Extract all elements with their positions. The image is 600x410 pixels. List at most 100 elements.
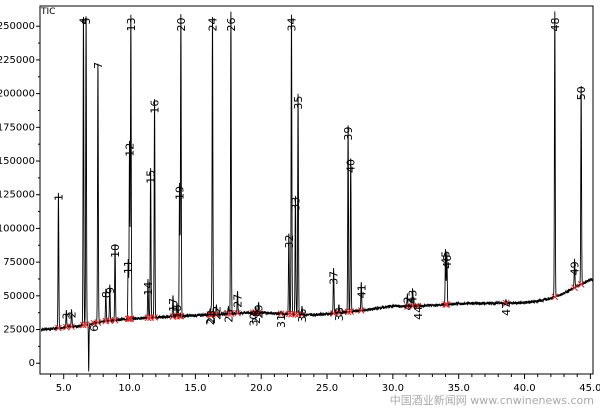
integration-mark	[502, 299, 510, 307]
peak-label: 42	[401, 296, 414, 310]
peak-label: 39	[342, 127, 355, 141]
tic-label: TIC	[40, 7, 55, 17]
integration-mark	[68, 323, 75, 331]
integration-mark	[126, 315, 133, 323]
peak-label: 37	[328, 271, 341, 285]
integration-mark	[571, 284, 578, 292]
peak-label: 19	[174, 186, 187, 200]
y-tick-label: 25000	[3, 325, 35, 336]
y-tick-label: 225000	[0, 55, 35, 66]
peak-label: 6	[88, 325, 101, 332]
integration-mark	[111, 316, 119, 324]
peak-label: 3	[60, 313, 73, 320]
peak-label: 13	[125, 17, 138, 31]
peak-label: 18	[171, 305, 184, 319]
integration-mark	[249, 309, 257, 317]
integration-mark	[285, 310, 293, 318]
peak-label: 12	[124, 143, 137, 157]
peak-label: 20	[175, 17, 188, 31]
integration-mark	[144, 314, 152, 322]
peak-label: 7	[92, 62, 105, 69]
x-tick-label: 45.0	[579, 383, 600, 394]
integration-mark	[94, 319, 102, 326]
peak-label: 26	[225, 17, 238, 31]
y-tick-label: 50000	[3, 291, 35, 302]
y-tick-label: 175000	[0, 122, 35, 133]
x-tick-label: 10.0	[118, 383, 140, 394]
x-tick-label: 15.0	[184, 383, 206, 394]
integration-mark	[234, 309, 241, 317]
y-tick-label: 0	[29, 358, 35, 369]
peak-label: 44	[412, 306, 425, 320]
integration-mark	[344, 308, 352, 316]
peak-label: 14	[142, 282, 155, 296]
integration-mark	[206, 311, 214, 318]
integration-mark	[252, 309, 260, 317]
integration-mark	[403, 303, 411, 310]
tic-trace	[40, 11, 594, 372]
peak-label: 46	[441, 255, 454, 269]
integration-mark	[442, 301, 449, 308]
peak-label: 25	[222, 309, 235, 323]
integration-mark	[55, 324, 62, 332]
integration-mark	[227, 310, 235, 317]
integration-mark	[62, 323, 70, 331]
peak-label: 8	[100, 291, 113, 298]
trace	[40, 11, 594, 372]
x-tick-label: 5.0	[56, 383, 72, 394]
y-tick-label: 250000	[0, 21, 35, 32]
peak-label: 17	[167, 298, 180, 312]
integration-mark	[414, 302, 422, 310]
peak-label: 24	[206, 17, 219, 31]
peak-label: 32	[283, 234, 296, 248]
integration-mark	[277, 310, 285, 318]
x-tick-label: 40.0	[513, 383, 535, 394]
y-tick-label: 75000	[3, 257, 35, 268]
peak-label: 35	[292, 96, 305, 110]
peak-label: 10	[109, 244, 122, 258]
peak-label: 27	[232, 294, 245, 308]
x-tick-label: 35.0	[448, 383, 470, 394]
peak-label: 31	[275, 314, 288, 328]
integration-mark	[298, 311, 306, 319]
x-tick-label: 20.0	[250, 383, 272, 394]
integration-mark	[80, 321, 87, 329]
peak-label: 50	[575, 86, 588, 100]
peak-label: 16	[149, 100, 162, 114]
peak-label: 29	[253, 305, 266, 319]
peak-label: 34	[285, 17, 298, 31]
integration-mark	[288, 310, 295, 318]
peak-label: 4	[77, 17, 90, 24]
integration-mark	[224, 310, 232, 318]
integration-mark	[443, 301, 451, 308]
x-tick-label: 25.0	[316, 383, 338, 394]
integration-mark	[151, 314, 158, 321]
integration-mark	[127, 315, 135, 323]
peak-label: 28	[250, 310, 263, 324]
integration-mark	[177, 312, 185, 320]
integration-mark	[409, 302, 416, 310]
peak-label: 23	[205, 310, 218, 324]
peak-label: 33	[289, 197, 302, 211]
peak-label: 22	[210, 306, 223, 320]
peak-label: 40	[345, 159, 358, 173]
y-tick-label: 150000	[0, 156, 35, 167]
peak-label: 45	[440, 251, 453, 265]
peak-label: 30	[247, 313, 260, 327]
peak-labels: 1234567891011121314151617181920212223242…	[52, 17, 588, 331]
peak-label: 47	[500, 302, 513, 316]
integration-mark	[82, 321, 90, 329]
peak-label: 49	[569, 261, 582, 275]
integration-mark	[347, 308, 355, 315]
peak-label: 21	[204, 311, 217, 325]
peak-label: 43	[407, 290, 420, 304]
integration-mark	[209, 311, 216, 318]
integration-mark	[176, 312, 183, 320]
watermark: 中国酒业新闻网 www.cnwinenews.com	[389, 394, 594, 407]
peak-label: 41	[355, 284, 368, 298]
peak-label: 48	[549, 17, 562, 31]
peak-label: 1	[52, 194, 65, 201]
y-tick-label: 100000	[0, 223, 35, 234]
integration-mark	[551, 293, 559, 301]
